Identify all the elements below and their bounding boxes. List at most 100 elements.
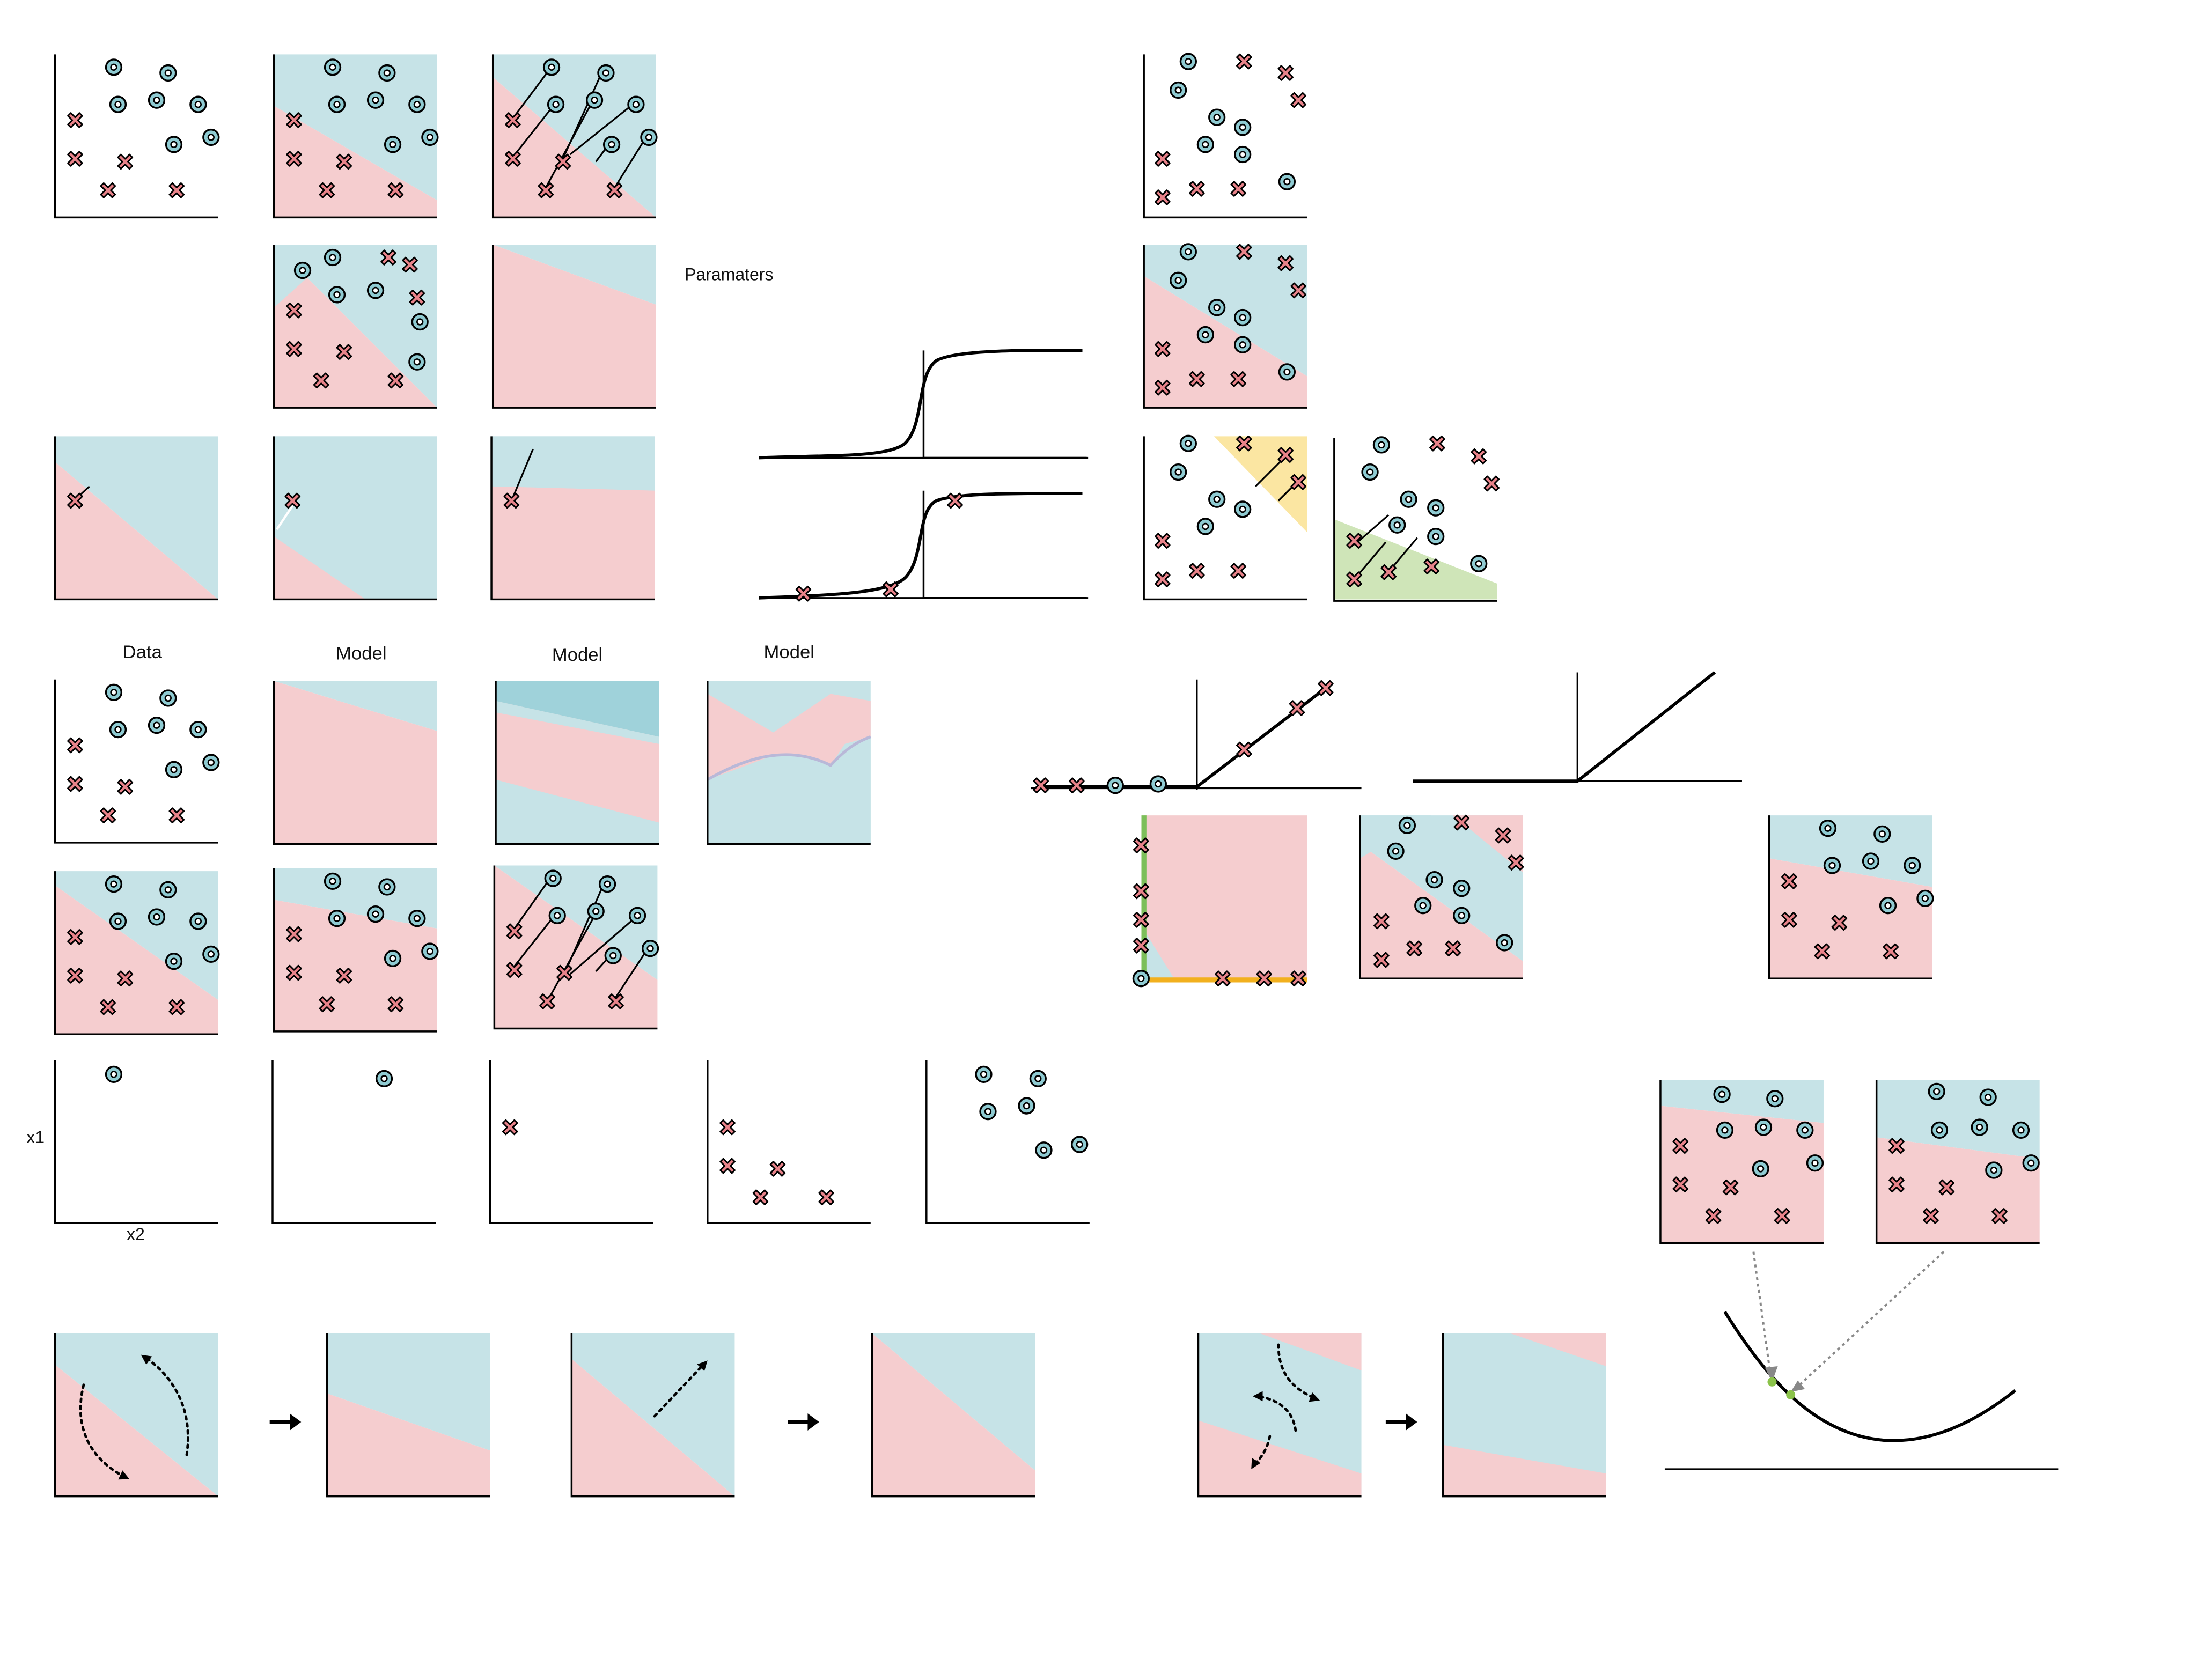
lower-region [493,245,656,408]
dotted-arrow [142,1354,189,1456]
cross-marker-icon [1888,1176,1905,1193]
circle-marker-icon [109,912,127,930]
cross-marker-icon [100,807,116,823]
cross-marker-icon [1938,1179,1955,1196]
circle-marker-inner [383,69,391,77]
cross-marker-icon [1346,533,1363,549]
cross-marker-icon [1189,371,1205,387]
circle-marker-icon [1879,897,1897,915]
circle-marker-icon [542,58,561,76]
circle-marker-inner [170,766,178,773]
cross-marker-icon [1380,564,1397,580]
cross-marker-icon [818,1189,834,1206]
circle-marker-inner [1174,468,1182,476]
circle-marker-inner [170,141,178,149]
arrow-right-icon [269,1413,302,1431]
lower-region [55,462,218,600]
circle-marker-inner [1392,848,1400,855]
circle-marker-icon [1470,555,1488,572]
axis-lines [1659,1080,1824,1244]
circle-marker-icon [2022,1154,2040,1172]
axis-lines [495,681,659,845]
axis-lines [707,681,871,845]
cross-marker-icon [1483,475,1500,492]
line-layer [54,54,2059,1498]
cross-marker-icon [100,999,116,1015]
cross-marker-icon [1290,282,1307,299]
cross-marker-icon [1133,912,1149,928]
cross-marker-icon [313,372,329,389]
circle-marker-icon [1904,857,1921,874]
circle-marker-icon [975,1065,993,1084]
cross-marker-icon [67,929,83,945]
circle-marker-icon [421,942,439,960]
circle-marker-inner [426,947,434,955]
circle-marker-icon [641,940,659,957]
cross-marker-icon [1277,65,1294,81]
circle-marker-inner [552,101,560,108]
circle-marker-inner [645,134,653,141]
circle-marker-inner [1828,861,1836,869]
circle-marker-inner [1405,496,1413,503]
cross-marker-icon [1033,777,1049,793]
circle-marker-inner [1137,975,1145,982]
cross-marker-icon [769,1161,786,1177]
circle-marker-icon [1928,1082,1945,1101]
cross-marker-icon [336,153,352,170]
circle-marker-icon [165,136,183,153]
circle-marker-icon [328,910,346,927]
circle-marker-inner [194,917,202,925]
circle-marker-icon [159,881,177,898]
arrow-head-icon [697,1360,708,1372]
axis-lines [54,54,218,219]
circle-marker-inner [2017,1126,2025,1134]
cross-marker-icon [1290,92,1307,108]
cross-marker-icon [1155,571,1171,587]
cross-marker-icon [1155,151,1171,167]
cross-marker-icon [795,585,812,602]
circle-marker-icon [109,95,127,113]
axis-lines [570,1333,735,1498]
arrow-head-icon [1251,1458,1261,1469]
circle-marker-icon [1754,1118,1773,1136]
arrow-right-icon [788,1413,819,1431]
circle-marker-icon [1713,1086,1731,1103]
axis-lines [1768,815,1932,979]
circle-marker-inner [110,689,117,696]
cross-marker-icon [883,581,899,598]
lower-region [1359,844,1523,979]
circle-marker-inner [1990,1166,1998,1174]
circle-marker-icon [1170,81,1187,99]
sigmoid-curve [759,349,1083,460]
circle-marker-icon [105,683,123,701]
cross-marker-icon [503,492,520,509]
circle-marker-icon [627,95,645,113]
dotted-arrow [653,1362,706,1418]
circle-marker-icon [148,908,166,926]
cross-marker-icon [67,151,83,167]
cross-marker-icon [168,182,185,198]
residual-line [561,72,602,163]
circle-marker-icon [1029,1070,1047,1088]
circle-marker-icon [1071,1136,1089,1153]
circle-marker-inner [1976,1123,1983,1131]
cross-marker-icon [555,153,571,170]
circle-marker-icon [1278,363,1296,381]
cross-marker-icon [409,289,425,306]
axis-lines [54,871,218,1035]
cross-marker-icon [1672,1176,1689,1193]
circle-marker-icon [366,91,385,109]
cross-marker-icon [286,151,302,167]
axis-lines [922,490,1087,599]
lower-pink-region [1443,1445,1606,1497]
circle-marker-icon [1234,145,1252,164]
circle-marker-inner [1202,522,1209,530]
cross-marker-icon [505,112,521,128]
circle-marker-icon [1372,436,1391,454]
circle-marker-icon [1398,816,1416,834]
circle-marker-inner [1213,304,1221,312]
cross-marker-icon [1133,938,1149,954]
circle-marker-icon [1387,842,1405,860]
upper-region [491,436,655,491]
circle-marker-icon [148,717,166,734]
